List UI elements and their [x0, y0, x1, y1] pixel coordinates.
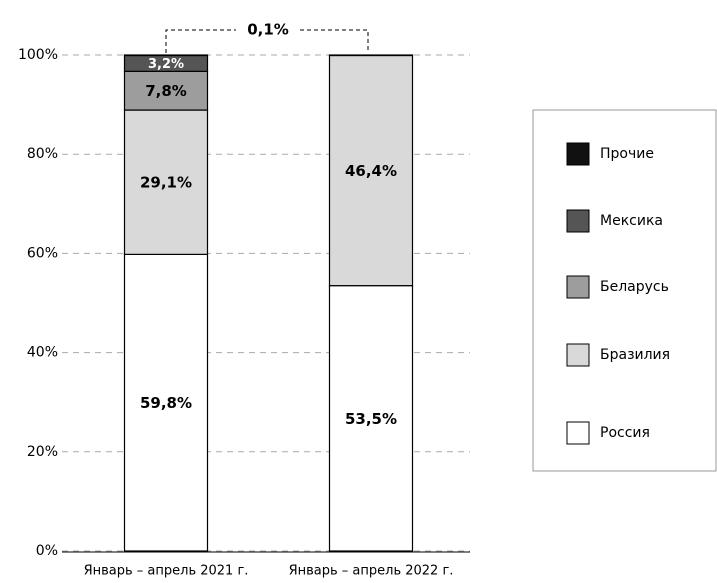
value-label: 59,8%	[140, 394, 192, 412]
legend-label: Мексика	[600, 213, 663, 229]
legend-swatch	[566, 275, 590, 299]
y-tick-label: 100%	[18, 47, 58, 63]
x-tick-label: Январь – апрель 2021 г.	[84, 564, 249, 579]
y-tick-label: 20%	[27, 444, 58, 460]
legend-label: Прочие	[600, 146, 654, 162]
annotation: 0,1%	[247, 21, 289, 39]
value-label: 3,2%	[148, 57, 184, 72]
legend-label: Россия	[600, 425, 650, 441]
value-label: 46,4%	[345, 162, 397, 180]
value-label: 7,8%	[145, 82, 187, 100]
value-label: 53,5%	[345, 410, 397, 428]
legend-box	[532, 109, 717, 472]
legend-swatch	[566, 343, 590, 367]
legend-swatch	[566, 209, 590, 233]
legend-swatch	[566, 421, 590, 445]
y-tick-label: 40%	[27, 345, 58, 361]
y-tick-label: 0%	[36, 543, 58, 559]
legend-label: Бразилия	[600, 347, 670, 363]
legend-label: Беларусь	[600, 279, 669, 295]
value-label: 29,1%	[140, 174, 192, 192]
bar-segment	[328, 54, 414, 287]
x-tick-label: Январь – апрель 2022 г.	[289, 564, 454, 579]
y-tick-label: 80%	[27, 146, 58, 162]
bar-segment	[328, 285, 414, 552]
annotation-bracket	[165, 29, 369, 53]
bar-segment	[123, 253, 209, 552]
bar-segment	[123, 109, 209, 255]
legend-swatch	[566, 142, 590, 166]
y-tick-label: 60%	[27, 245, 58, 261]
